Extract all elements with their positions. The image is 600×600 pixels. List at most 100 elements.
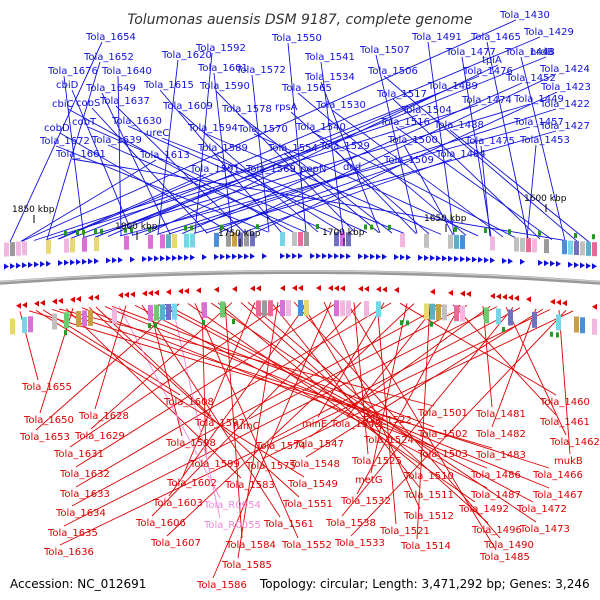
reverse-leader-line	[300, 301, 381, 434]
forward-gene-arrow	[94, 258, 99, 265]
forward-gene-arrow	[556, 260, 561, 267]
forward-cog-block	[16, 241, 21, 256]
forward-leader-line	[9, 41, 103, 243]
reverse-gene-label: Tola_1467	[532, 490, 583, 501]
forward-gene-label: dcd	[343, 162, 361, 173]
reverse-gene-label: minE	[302, 419, 327, 430]
forward-gene-label: Tola_1475	[464, 136, 515, 147]
forward-gene-label: Tola_1613	[139, 150, 190, 161]
reverse-cog-block	[460, 305, 465, 322]
reverse-leader-line	[237, 301, 279, 559]
feature-marker	[406, 320, 409, 326]
reverse-gene-label: Tola_1586	[196, 580, 247, 591]
forward-gene-label: Tola_1424	[539, 64, 590, 75]
reverse-gene-arrow	[76, 296, 81, 303]
reverse-leader-line	[505, 306, 567, 436]
forward-gene-arrow	[358, 253, 363, 260]
reverse-gene-arrow	[526, 296, 531, 303]
reverse-cog-block	[256, 300, 261, 317]
reverse-cog-block	[574, 316, 579, 333]
reverse-cog-block	[346, 300, 351, 317]
reverse-gene-arrow	[550, 298, 555, 305]
forward-gene-label: Tola_1448	[504, 47, 555, 58]
reverse-leader-line	[224, 302, 243, 539]
forward-gene-label: Tola_1449	[513, 94, 564, 105]
forward-gene-label: Tola_1484	[435, 149, 486, 160]
reverse-leader-line	[59, 309, 551, 546]
forward-gene-arrow	[4, 263, 9, 270]
reverse-gene-arrow	[448, 289, 453, 296]
forward-gene-label: Tola_1507	[359, 45, 410, 56]
feature-marker	[538, 230, 541, 236]
reverse-gene-arrow	[196, 287, 201, 294]
reverse-gene-arrow	[556, 299, 561, 306]
forward-gene-arrow	[22, 262, 27, 269]
forward-cog-block	[592, 242, 597, 257]
forward-gene-label: rpsA	[275, 102, 298, 113]
reverse-gene-label: Tola_1602	[166, 478, 217, 489]
forward-gene-label: Tola_1550	[271, 33, 322, 44]
forward-gene-arrow	[226, 253, 231, 260]
reverse-gene-label: Tola_1482	[475, 429, 526, 440]
reverse-leader-line	[157, 304, 534, 503]
forward-gene-label: Tola_1422	[539, 99, 590, 110]
reverse-gene-arrow	[214, 286, 219, 293]
feature-marker	[220, 224, 223, 230]
reverse-cog-block	[508, 309, 513, 326]
reverse-cog-block	[76, 311, 81, 328]
forward-gene-arrow	[346, 253, 351, 260]
reverse-gene-labels: Tola_1655 Tola_1650 Tola_1628 Tola_1653 Tola…	[19, 382, 600, 591]
forward-gene-arrow	[16, 262, 21, 269]
reverse-gene-arrow	[364, 285, 369, 292]
forward-gene-arrow	[172, 254, 177, 261]
reverse-gene-label: Tola_1548	[289, 459, 340, 470]
forward-gene-label: tpiA	[482, 55, 502, 66]
reverse-gene-label: Tola_1547	[293, 439, 344, 450]
reverse-cog-block	[430, 303, 435, 320]
reverse-cog-block	[334, 300, 339, 317]
position-ticks: 1850 kbp 1800 kbp 1750 kbp 1700 kbp 1650 kbp…	[12, 194, 567, 247]
feature-tracks	[4, 224, 597, 338]
reverse-leader-line	[247, 301, 379, 414]
reverse-leader-line	[376, 302, 397, 525]
forward-cog-block	[334, 232, 339, 247]
forward-leader-line	[115, 105, 245, 233]
forward-cog-block	[562, 240, 567, 255]
forward-leader-line	[20, 159, 157, 242]
reverse-gene-arrow	[94, 294, 99, 301]
reverse-gene-arrow	[592, 303, 597, 310]
position-tick-label: 1650 kbp	[424, 214, 467, 224]
forward-gene-arrow	[166, 255, 171, 262]
reverse-gene-label: Tola_1585	[221, 560, 272, 571]
forward-cog-block	[190, 233, 195, 248]
reverse-leader-line	[118, 305, 221, 499]
forward-cog-block	[544, 239, 549, 254]
forward-gene-label: Tola_1639	[91, 135, 142, 146]
feature-marker	[370, 224, 373, 230]
forward-gene-arrow	[130, 256, 135, 263]
forward-gene-label: Tola_1676	[47, 66, 98, 77]
forward-leader-line	[107, 75, 480, 237]
reverse-leader-line	[452, 304, 557, 416]
forward-cog-block	[580, 241, 585, 256]
reverse-cog-block	[52, 313, 57, 330]
forward-gene-label: Tola_1430	[499, 10, 550, 21]
forward-cog-block	[250, 232, 255, 247]
forward-cog-block	[172, 233, 177, 248]
forward-gene-arrow	[406, 254, 411, 261]
forward-leader-line	[82, 103, 531, 239]
feature-marker	[64, 230, 67, 236]
forward-gene-arrow	[448, 255, 453, 262]
reverse-gene-label: Tola_1561	[263, 519, 314, 530]
reverse-cog-block	[580, 317, 585, 334]
forward-leader-line	[461, 56, 492, 237]
feature-marker	[94, 229, 97, 235]
forward-gene-arrow	[334, 253, 339, 260]
reverse-cog-block	[454, 305, 459, 322]
reverse-gene-label: Tola_1538	[325, 518, 376, 529]
reverse-gene-arrow	[142, 290, 147, 297]
forward-cog-block	[526, 238, 531, 253]
forward-leader-line	[144, 64, 499, 236]
forward-gene-arrow	[520, 258, 525, 265]
forward-gene-arrow	[142, 255, 147, 262]
